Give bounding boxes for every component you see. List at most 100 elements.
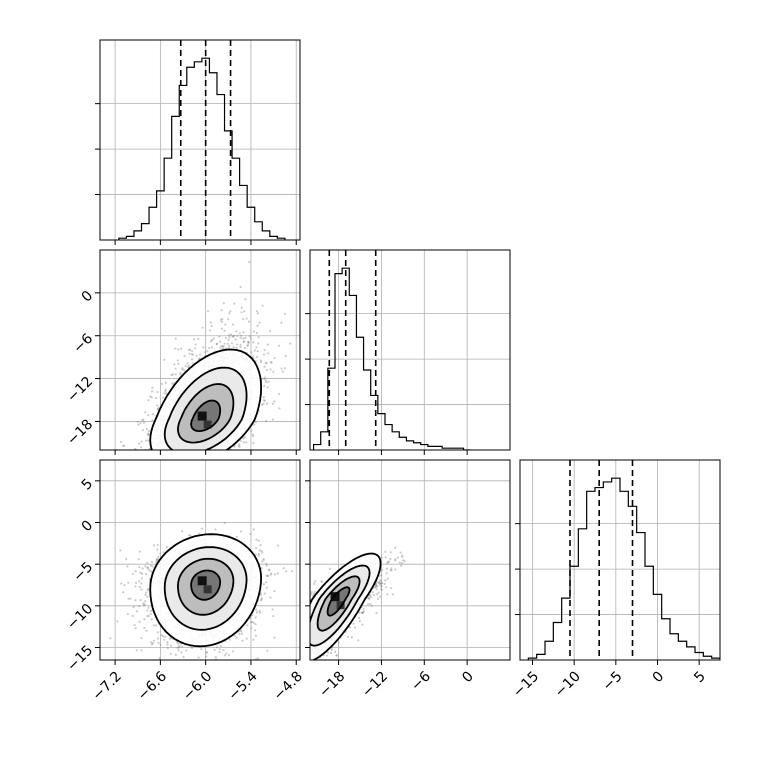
data-point bbox=[199, 464, 201, 466]
data-point bbox=[134, 599, 137, 602]
data-point bbox=[222, 347, 225, 350]
data-point bbox=[143, 618, 146, 621]
data-point bbox=[176, 464, 178, 466]
data-point bbox=[146, 433, 149, 436]
data-point bbox=[131, 572, 134, 576]
data-point bbox=[199, 452, 201, 454]
data-point bbox=[181, 367, 184, 370]
data-point bbox=[142, 421, 145, 424]
data-point bbox=[192, 338, 196, 341]
data-point bbox=[177, 461, 179, 463]
data-point bbox=[246, 340, 250, 344]
data-point bbox=[223, 521, 226, 524]
data-point bbox=[140, 637, 143, 640]
hist-1-frame bbox=[309, 249, 511, 451]
data-point bbox=[155, 452, 157, 454]
data-point bbox=[126, 612, 129, 616]
data-point bbox=[190, 470, 192, 472]
data-point bbox=[186, 470, 188, 472]
data-point bbox=[243, 436, 246, 439]
data-point bbox=[167, 452, 169, 454]
data-point bbox=[125, 557, 128, 561]
data-point bbox=[250, 351, 253, 354]
data-point bbox=[262, 353, 266, 356]
data-point bbox=[290, 570, 294, 573]
data-point bbox=[215, 451, 217, 453]
data-point bbox=[222, 664, 224, 666]
data-point bbox=[265, 381, 268, 384]
data-point bbox=[146, 589, 150, 592]
data-point bbox=[139, 422, 142, 425]
data-point bbox=[174, 653, 177, 657]
data-point bbox=[183, 664, 185, 666]
data-point bbox=[190, 350, 194, 353]
data-point bbox=[265, 574, 269, 577]
data-point bbox=[173, 464, 175, 466]
data-point bbox=[242, 437, 245, 440]
data-point bbox=[250, 621, 253, 624]
data-point bbox=[218, 462, 220, 464]
data-point bbox=[175, 469, 177, 471]
data-point bbox=[198, 667, 200, 669]
data-point bbox=[214, 656, 217, 659]
data-point bbox=[138, 620, 141, 623]
data-point bbox=[188, 465, 190, 467]
data-point bbox=[237, 444, 240, 447]
data-point bbox=[189, 348, 192, 351]
data-point bbox=[137, 604, 141, 608]
data-point bbox=[215, 457, 217, 459]
data-point bbox=[206, 452, 208, 454]
data-point bbox=[220, 462, 222, 464]
data-point bbox=[139, 598, 142, 602]
data-point bbox=[140, 440, 143, 443]
data-point bbox=[159, 552, 162, 555]
data-point bbox=[164, 381, 167, 384]
data-point bbox=[278, 407, 281, 410]
data-point bbox=[259, 359, 263, 362]
data-point bbox=[152, 639, 156, 642]
data-point bbox=[150, 477, 152, 479]
data-point bbox=[270, 361, 273, 364]
data-point bbox=[187, 478, 189, 480]
data-point bbox=[144, 439, 147, 442]
data-point bbox=[245, 637, 248, 640]
data-point bbox=[225, 663, 227, 665]
data-point bbox=[197, 462, 199, 464]
data-point bbox=[238, 332, 241, 335]
data-point bbox=[183, 473, 185, 475]
data-point bbox=[254, 553, 257, 556]
data-point bbox=[150, 643, 154, 646]
data-point bbox=[142, 663, 144, 665]
data-point bbox=[166, 646, 169, 650]
data-point bbox=[258, 610, 261, 613]
data-point bbox=[171, 373, 175, 376]
data-point bbox=[199, 662, 201, 664]
data-point bbox=[241, 639, 244, 642]
data-point bbox=[163, 481, 165, 483]
data-point bbox=[189, 456, 191, 458]
data-point bbox=[227, 338, 230, 341]
data-point bbox=[190, 353, 193, 356]
data-point bbox=[134, 581, 138, 584]
data-point bbox=[264, 361, 267, 365]
data-point bbox=[214, 528, 217, 531]
data-point bbox=[285, 570, 288, 573]
data-point bbox=[242, 331, 245, 334]
data-point bbox=[236, 343, 239, 346]
data-point bbox=[222, 649, 225, 652]
data-point bbox=[145, 452, 147, 454]
data-point bbox=[188, 352, 191, 355]
histogram-step bbox=[118, 57, 286, 240]
data-point bbox=[149, 478, 151, 480]
contour-3 bbox=[190, 399, 222, 433]
data-point bbox=[152, 544, 156, 547]
hist-0-panel bbox=[95, 39, 301, 241]
hist-2-frame bbox=[519, 459, 721, 661]
data-point bbox=[202, 666, 204, 668]
data-point bbox=[247, 340, 250, 344]
data-point bbox=[264, 379, 268, 382]
data-point bbox=[181, 645, 184, 648]
data-point bbox=[161, 396, 164, 399]
data-point bbox=[231, 323, 234, 326]
data-point bbox=[168, 637, 172, 640]
